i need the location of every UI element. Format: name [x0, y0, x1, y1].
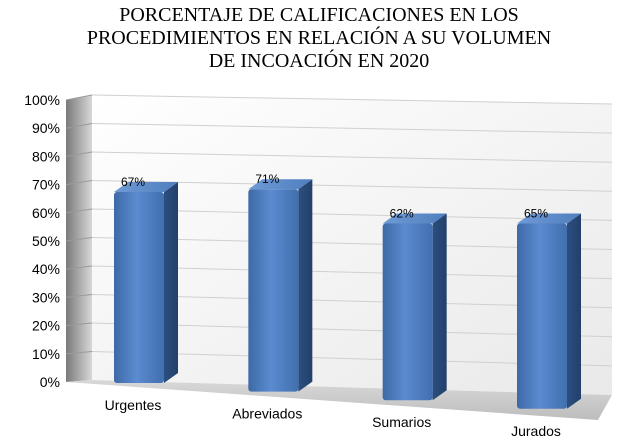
bar-top: [382, 213, 447, 224]
bar-side: [298, 179, 313, 392]
y-tick-label: 80%: [32, 148, 60, 164]
gridline: [91, 123, 613, 134]
chart-title-line-2: PROCEDIMIENTOS EN RELACIÓN A SU VOLUMEN: [86, 27, 552, 49]
chart-floor: [66, 380, 612, 420]
chart-back-wall: [92, 95, 612, 395]
data-label: 62%: [390, 206, 414, 220]
bar-sumarios: [382, 213, 447, 401]
gridline: [65, 322, 93, 327]
data-label: 71%: [255, 172, 279, 186]
bar-front: [114, 192, 164, 383]
bar-top: [114, 182, 178, 193]
gridline: [65, 265, 93, 270]
bar-side: [164, 182, 178, 383]
chart-title-line-1: PORCENTAJE DE CALIFICACIONES EN LOS: [119, 4, 519, 26]
bar-side: [567, 213, 581, 409]
bar-front: [248, 189, 299, 392]
y-tick-label: 20%: [32, 318, 60, 334]
bar-front: [382, 223, 433, 401]
y-tick-label: 90%: [32, 120, 60, 136]
y-tick-label: 30%: [32, 289, 60, 305]
bar-top: [248, 179, 313, 190]
category-label: Sumarios: [372, 414, 431, 430]
chart-side-wall: [66, 95, 92, 382]
y-tick-label: 50%: [32, 233, 60, 249]
bar-side: [432, 213, 447, 401]
y-tick-label: 60%: [32, 205, 60, 221]
gridline: [65, 94, 93, 101]
bar-jurados: [517, 213, 581, 409]
bar-front: [517, 223, 567, 409]
bar-abreviados: [248, 179, 313, 392]
gridline: [65, 151, 93, 157]
data-label: 67%: [121, 175, 145, 189]
data-label: 65%: [524, 207, 548, 221]
bar-urgentes: [114, 182, 178, 383]
chart-title: PORCENTAJE DE CALIFICACIONES EN LOS PROC…: [0, 4, 638, 73]
y-tick-label: 100%: [24, 92, 60, 108]
category-label: Abreviados: [232, 406, 302, 422]
gridline: [65, 294, 93, 298]
gridline: [65, 180, 93, 186]
y-tick-label: 10%: [32, 346, 60, 362]
gridline: [91, 180, 613, 192]
gridline: [91, 94, 613, 105]
category-label: Urgentes: [105, 397, 162, 413]
bars: 67% 71% 62% 65%: [114, 172, 581, 409]
x-axis-categories: Urgentes Abreviados Sumarios Jurados: [105, 397, 561, 439]
gridline: [65, 351, 93, 355]
category-label: Jurados: [511, 423, 561, 439]
gridline: [91, 151, 613, 163]
y-tick-label: 70%: [32, 177, 60, 193]
y-axis-ticks: 0% 10% 20% 30% 40% 50% 60% 70% 80% 90% 100%: [24, 92, 60, 390]
gridline: [65, 123, 93, 129]
gridline: [65, 208, 93, 214]
gridline: [65, 237, 93, 242]
chart-title-line-3: DE INCOACIÓN EN 2020: [208, 50, 430, 72]
bar-top: [517, 213, 581, 224]
y-tick-label: 0%: [40, 374, 60, 390]
y-tick-label: 40%: [32, 261, 60, 277]
